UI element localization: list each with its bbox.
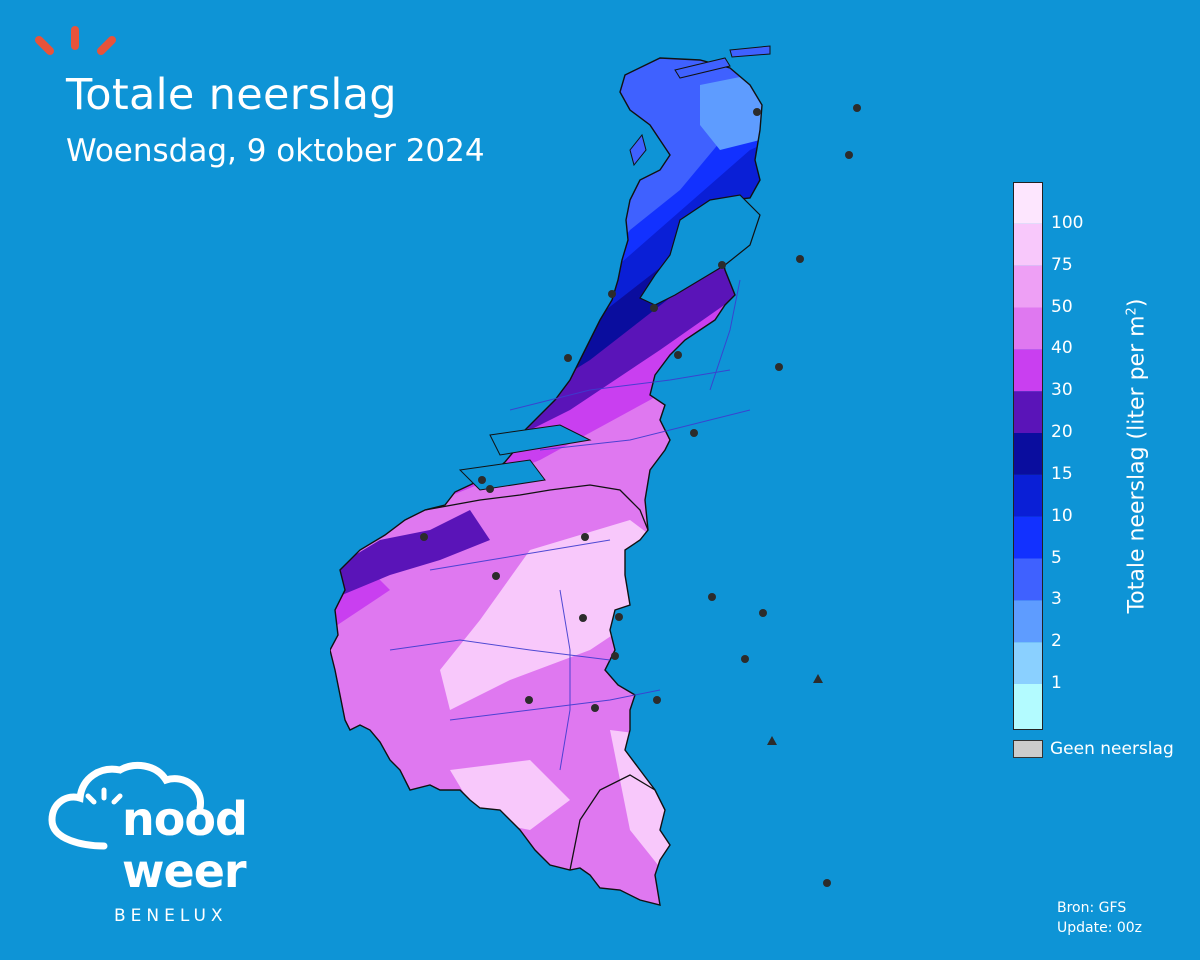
legend-swatch [1013, 433, 1043, 475]
ijsselmeer [639, 194, 761, 306]
legend-swatch [1013, 474, 1043, 517]
city-marker [775, 363, 783, 371]
cloud-icon [48, 761, 204, 850]
city-marker [611, 652, 619, 660]
legend-tick-label: 50 [1051, 296, 1073, 317]
legend-tick-label: 30 [1051, 380, 1073, 401]
legend-tick-label: 20 [1051, 422, 1073, 442]
legend-tick-label: 10 [1051, 505, 1073, 526]
city-marker [853, 104, 861, 112]
legend-swatch [1013, 223, 1043, 266]
legend-swatch [1013, 307, 1043, 350]
legend-swatch [1013, 391, 1043, 433]
legend-tick-label: 1 [1051, 673, 1062, 693]
city-marker [492, 572, 500, 580]
city-marker [525, 696, 533, 704]
legend-title: Totale neerslag (liter per m2) [1124, 298, 1150, 614]
legend-swatch [1013, 558, 1043, 601]
city-markers [420, 104, 861, 887]
page-subtitle: Woensdag, 9 oktober 2024 [66, 133, 485, 169]
legend-swatch [1013, 265, 1043, 308]
city-marker [486, 485, 494, 493]
city-marker [581, 533, 589, 541]
logo-word-2: weer [122, 844, 247, 898]
legend-swatch [1013, 182, 1043, 224]
sun-rays-icon [35, 26, 116, 55]
legend-tick-label: 2 [1051, 631, 1062, 652]
page-title: Totale neerslag [66, 70, 397, 120]
city-marker [690, 429, 698, 437]
peak-marker [767, 736, 777, 745]
city-marker [718, 261, 726, 269]
be-lu-border [569, 774, 656, 871]
city-marker [759, 609, 767, 617]
legend-tick-label: 100 [1051, 212, 1084, 233]
legend-tick-label: 15 [1051, 463, 1073, 484]
city-marker [796, 255, 804, 263]
legend-tick-label: 3 [1051, 589, 1062, 610]
city-marker [564, 354, 572, 362]
update-label: Update: 00z [1057, 920, 1143, 936]
legend-tick-label: 40 [1051, 338, 1073, 359]
city-marker [674, 351, 682, 359]
legend-tick-label: 5 [1051, 547, 1062, 568]
legend-swatch [1013, 642, 1043, 684]
peak-marker [813, 674, 823, 683]
precipitation-map [330, 45, 861, 906]
nl-be-border [424, 484, 649, 531]
legend-swatch [1013, 600, 1043, 643]
city-marker [753, 108, 761, 116]
logo-subtitle: BENELUX [114, 906, 228, 926]
city-marker [653, 696, 661, 704]
legend-colorbar [1013, 182, 1043, 730]
city-marker [741, 655, 749, 663]
city-marker [708, 593, 716, 601]
city-marker [420, 533, 428, 541]
logo-word-1: nood [122, 792, 248, 846]
country-outline [330, 57, 763, 906]
legend-swatch [1013, 516, 1043, 559]
city-marker [608, 290, 616, 298]
source-label: Bron: GFS [1057, 900, 1127, 916]
city-marker [650, 304, 658, 312]
noodweer-logo [48, 761, 204, 850]
no-rain-swatch [1013, 740, 1043, 758]
legend-swatch [1013, 684, 1043, 730]
city-marker [591, 704, 599, 712]
source-info: Bron: GFS Update: 00z [1057, 898, 1142, 938]
city-marker [615, 613, 623, 621]
no-rain-label: Geen neerslag [1050, 739, 1174, 759]
city-marker [823, 879, 831, 887]
sun-rays-icon [85, 787, 123, 805]
city-marker [478, 476, 486, 484]
city-marker [845, 151, 853, 159]
legend-swatch [1013, 349, 1043, 392]
city-marker [579, 614, 587, 622]
legend-tick-label: 75 [1051, 254, 1073, 275]
